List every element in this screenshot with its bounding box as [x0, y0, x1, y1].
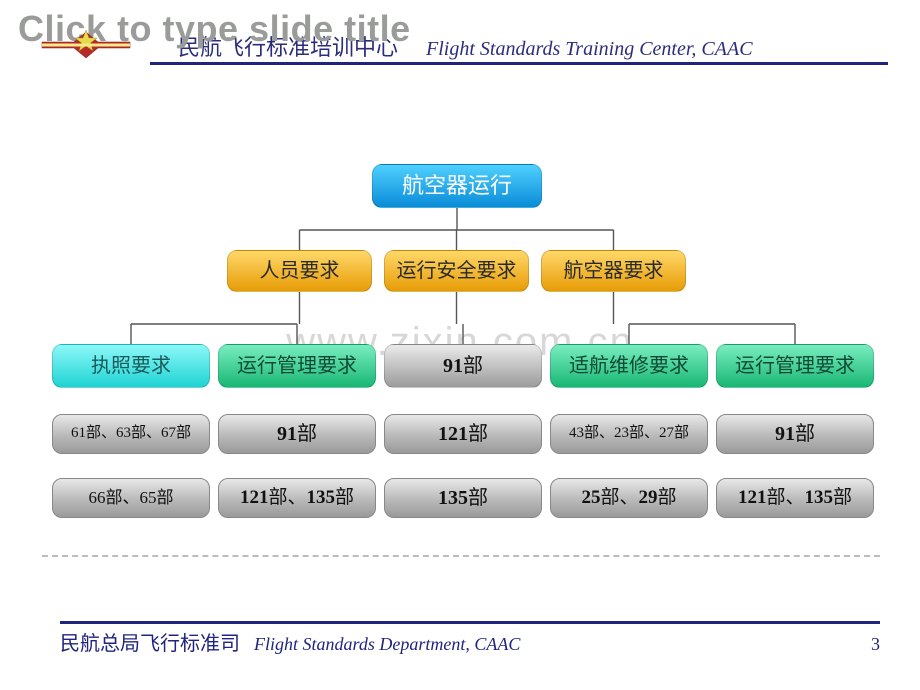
org-node: 运行管理要求 — [218, 344, 376, 388]
org-node: 航空器运行 — [372, 164, 542, 208]
org-node: 25部、29部 — [550, 478, 708, 518]
org-node: 运行管理要求 — [716, 344, 874, 388]
dashed-divider — [42, 555, 880, 557]
org-node: 61部、63部、67部 — [52, 414, 210, 454]
caac-logo-icon — [38, 28, 134, 69]
footer-en: Flight Standards Department, CAAC — [254, 634, 520, 655]
slide-footer: 民航总局飞行标准司 Flight Standards Department, C… — [60, 627, 880, 656]
org-node: 人员要求 — [227, 250, 372, 292]
org-chart: 航空器运行人员要求运行安全要求航空器要求执照要求运行管理要求91部适航维修要求运… — [42, 150, 880, 550]
org-node: 135部 — [384, 478, 542, 518]
slide-header: Click to type slide title 民航飞行标准培训中心 Fli… — [0, 0, 920, 14]
org-node: 执照要求 — [52, 344, 210, 388]
footer-divider — [60, 621, 880, 624]
org-node: 121部、135部 — [716, 478, 874, 518]
org-node: 91部 — [218, 414, 376, 454]
header-en: Flight Standards Training Center, CAAC — [426, 38, 753, 61]
org-node: 91部 — [716, 414, 874, 454]
footer-cn: 民航总局飞行标准司 — [60, 627, 240, 656]
page-number: 3 — [871, 634, 880, 655]
org-node: 91部 — [384, 344, 542, 388]
org-node: 航空器要求 — [541, 250, 686, 292]
org-node: 运行安全要求 — [384, 250, 529, 292]
org-node: 43部、23部、27部 — [550, 414, 708, 454]
header-divider — [150, 62, 888, 65]
org-node: 66部、65部 — [52, 478, 210, 518]
org-node: 121部 — [384, 414, 542, 454]
org-node: 适航维修要求 — [550, 344, 708, 388]
org-node: 121部、135部 — [218, 478, 376, 518]
